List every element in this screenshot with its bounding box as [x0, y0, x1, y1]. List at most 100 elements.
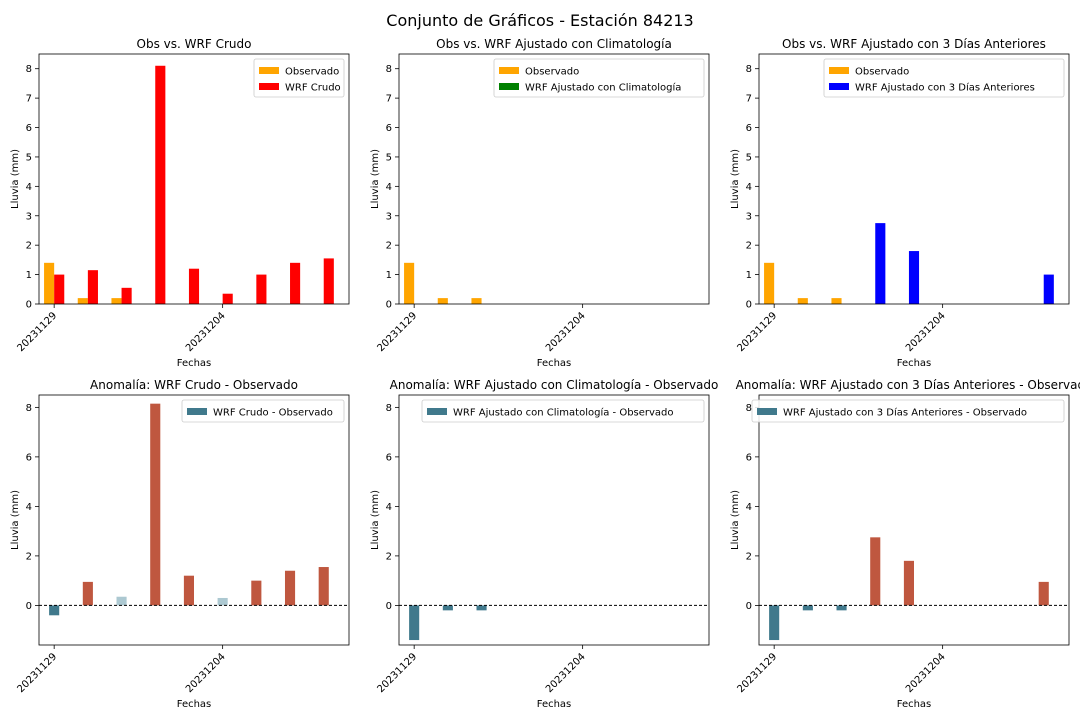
y-tick-label: 4: [26, 502, 32, 513]
x-tick-label: 20231129: [16, 310, 60, 354]
x-axis-label: Fechas: [897, 358, 932, 369]
bar-20231201-s1: [831, 298, 842, 304]
legend-label: WRF Crudo: [285, 83, 341, 94]
chart-panel-2: Obs vs. WRF Ajustado con Climatología 0 1 2…: [370, 37, 710, 369]
chart-title: Anomalía: WRF Ajustado con 3 Días Anteri…: [736, 378, 1080, 392]
bar-20231203-s2: [188, 268, 200, 304]
y-axis-label: Lluvia (mm): [370, 490, 381, 550]
y-tick-label: 3: [26, 211, 32, 222]
axes-frame: [38, 394, 350, 646]
y-tick-label: 8: [26, 403, 32, 414]
y-tick-label: 2: [746, 241, 752, 252]
bar-20231204-s1: [217, 597, 228, 606]
y-tick-label: 8: [746, 403, 752, 414]
bar-20231206-s1: [284, 570, 296, 606]
legend-label: WRF Crudo - Observado: [213, 408, 333, 419]
bar-20231201-s2: [121, 287, 132, 304]
legend-swatch: [427, 408, 447, 415]
bar-20231129-s1: [769, 605, 780, 641]
legend-swatch: [259, 67, 279, 74]
legend-label: WRF Ajustado con 3 Días Anteriores: [855, 82, 1035, 94]
bar-20231130-s2: [87, 270, 98, 304]
figure-title: Conjunto de Gráficos - Estación 84213: [386, 11, 694, 30]
bar-20231129-s1: [404, 262, 415, 304]
chart-title: Obs vs. WRF Ajustado con 3 Días Anterior…: [782, 37, 1046, 51]
y-tick-label: 1: [386, 270, 392, 281]
x-tick-label: 20231129: [16, 651, 60, 695]
bar-20231202-s2: [155, 65, 166, 304]
x-tick-label: 20231204: [544, 651, 588, 695]
y-tick-label: 2: [746, 551, 752, 562]
legend-swatch: [499, 67, 519, 74]
y-tick-label: 2: [26, 241, 32, 252]
bar-20231201-s1: [116, 596, 127, 606]
y-tick-label: 2: [386, 551, 392, 562]
chart-panel-6: Anomalía: WRF Ajustado con 3 Días Anteri…: [730, 378, 1080, 710]
legend: WRF Crudo - Observado: [181, 399, 345, 423]
bar-20231202-s1: [870, 537, 881, 606]
legend-box: [181, 399, 345, 423]
y-tick-label: 5: [386, 152, 392, 163]
y-tick-label: 0: [26, 601, 32, 612]
legend-box: [421, 399, 705, 423]
y-tick-label: 8: [746, 64, 752, 75]
x-axis-label: Fechas: [537, 358, 572, 369]
y-tick-label: 7: [26, 94, 32, 105]
x-axis-label: Fechas: [897, 699, 932, 710]
legend-box: [823, 58, 1065, 98]
x-tick-label: 20231204: [544, 310, 588, 354]
bar-20231207-s1: [1038, 581, 1049, 606]
y-tick-label: 6: [746, 452, 752, 463]
chart-title: Anomalía: WRF Ajustado con Climatología …: [390, 378, 719, 392]
bar-20231129-s1: [764, 262, 775, 304]
bar-20231207-s2: [323, 258, 334, 304]
bar-20231201-s1: [476, 605, 487, 611]
y-axis-label: Lluvia (mm): [730, 149, 741, 209]
x-axis-label: Fechas: [537, 699, 572, 710]
y-tick-label: 8: [386, 403, 392, 414]
bar-20231207-s1: [318, 567, 329, 606]
x-tick-label: 20231129: [376, 651, 420, 695]
bar-20231129-s1: [49, 605, 60, 616]
legend-label: WRF Ajustado con Climatología - Observad…: [453, 407, 674, 419]
legend-label: WRF Ajustado con 3 Días Anteriores - Obs…: [783, 407, 1027, 419]
axes-frame: [758, 394, 1070, 646]
bars: [404, 262, 482, 304]
legend: Observado WRF Crudo: [253, 58, 345, 98]
axes-frame: [398, 53, 710, 305]
chart-panel-3: Obs vs. WRF Ajustado con 3 Días Anterior…: [730, 37, 1070, 369]
legend-label: Observado: [285, 67, 339, 78]
legend-swatch: [259, 83, 279, 90]
legend-label: Observado: [855, 67, 909, 78]
legend-box: [751, 399, 1065, 423]
y-tick-label: 6: [746, 123, 752, 134]
y-tick-label: 5: [26, 152, 32, 163]
axes-frame: [758, 53, 1070, 305]
legend: WRF Ajustado con Climatología - Observad…: [421, 399, 705, 423]
bar-20231130-s1: [797, 298, 808, 304]
legend-label: WRF Ajustado con Climatología: [525, 82, 681, 94]
chart-panel-1: Obs vs. WRF Crudo 0 1 2 3 4 5 6 7 8 20231129 202312…: [10, 37, 350, 369]
legend-box: [493, 58, 705, 98]
y-tick-label: 3: [386, 211, 392, 222]
y-tick-label: 3: [746, 211, 752, 222]
legend-swatch: [829, 83, 849, 90]
bars: [769, 537, 1049, 641]
chart-title: Obs vs. WRF Ajustado con Climatología: [436, 37, 672, 51]
bars: [49, 403, 329, 616]
bar-20231206-s2: [290, 262, 301, 304]
x-tick-label: 20231204: [184, 310, 228, 354]
legend-swatch: [829, 67, 849, 74]
bar-20231130-s1: [82, 581, 93, 606]
bar-20231130-s1: [802, 605, 813, 611]
bar-20231203-s1: [183, 575, 194, 606]
chart-title: Anomalía: WRF Crudo - Observado: [90, 378, 298, 392]
x-tick-label: 20231129: [736, 651, 780, 695]
chart-panel-4: Anomalía: WRF Crudo - Observado 0 2 4 6 8 2023…: [10, 378, 350, 710]
y-tick-label: 2: [386, 241, 392, 252]
bar-20231130-s1: [437, 298, 448, 304]
y-tick-label: 6: [26, 452, 32, 463]
y-tick-label: 6: [26, 123, 32, 134]
bar-20231203-s1: [903, 560, 914, 606]
